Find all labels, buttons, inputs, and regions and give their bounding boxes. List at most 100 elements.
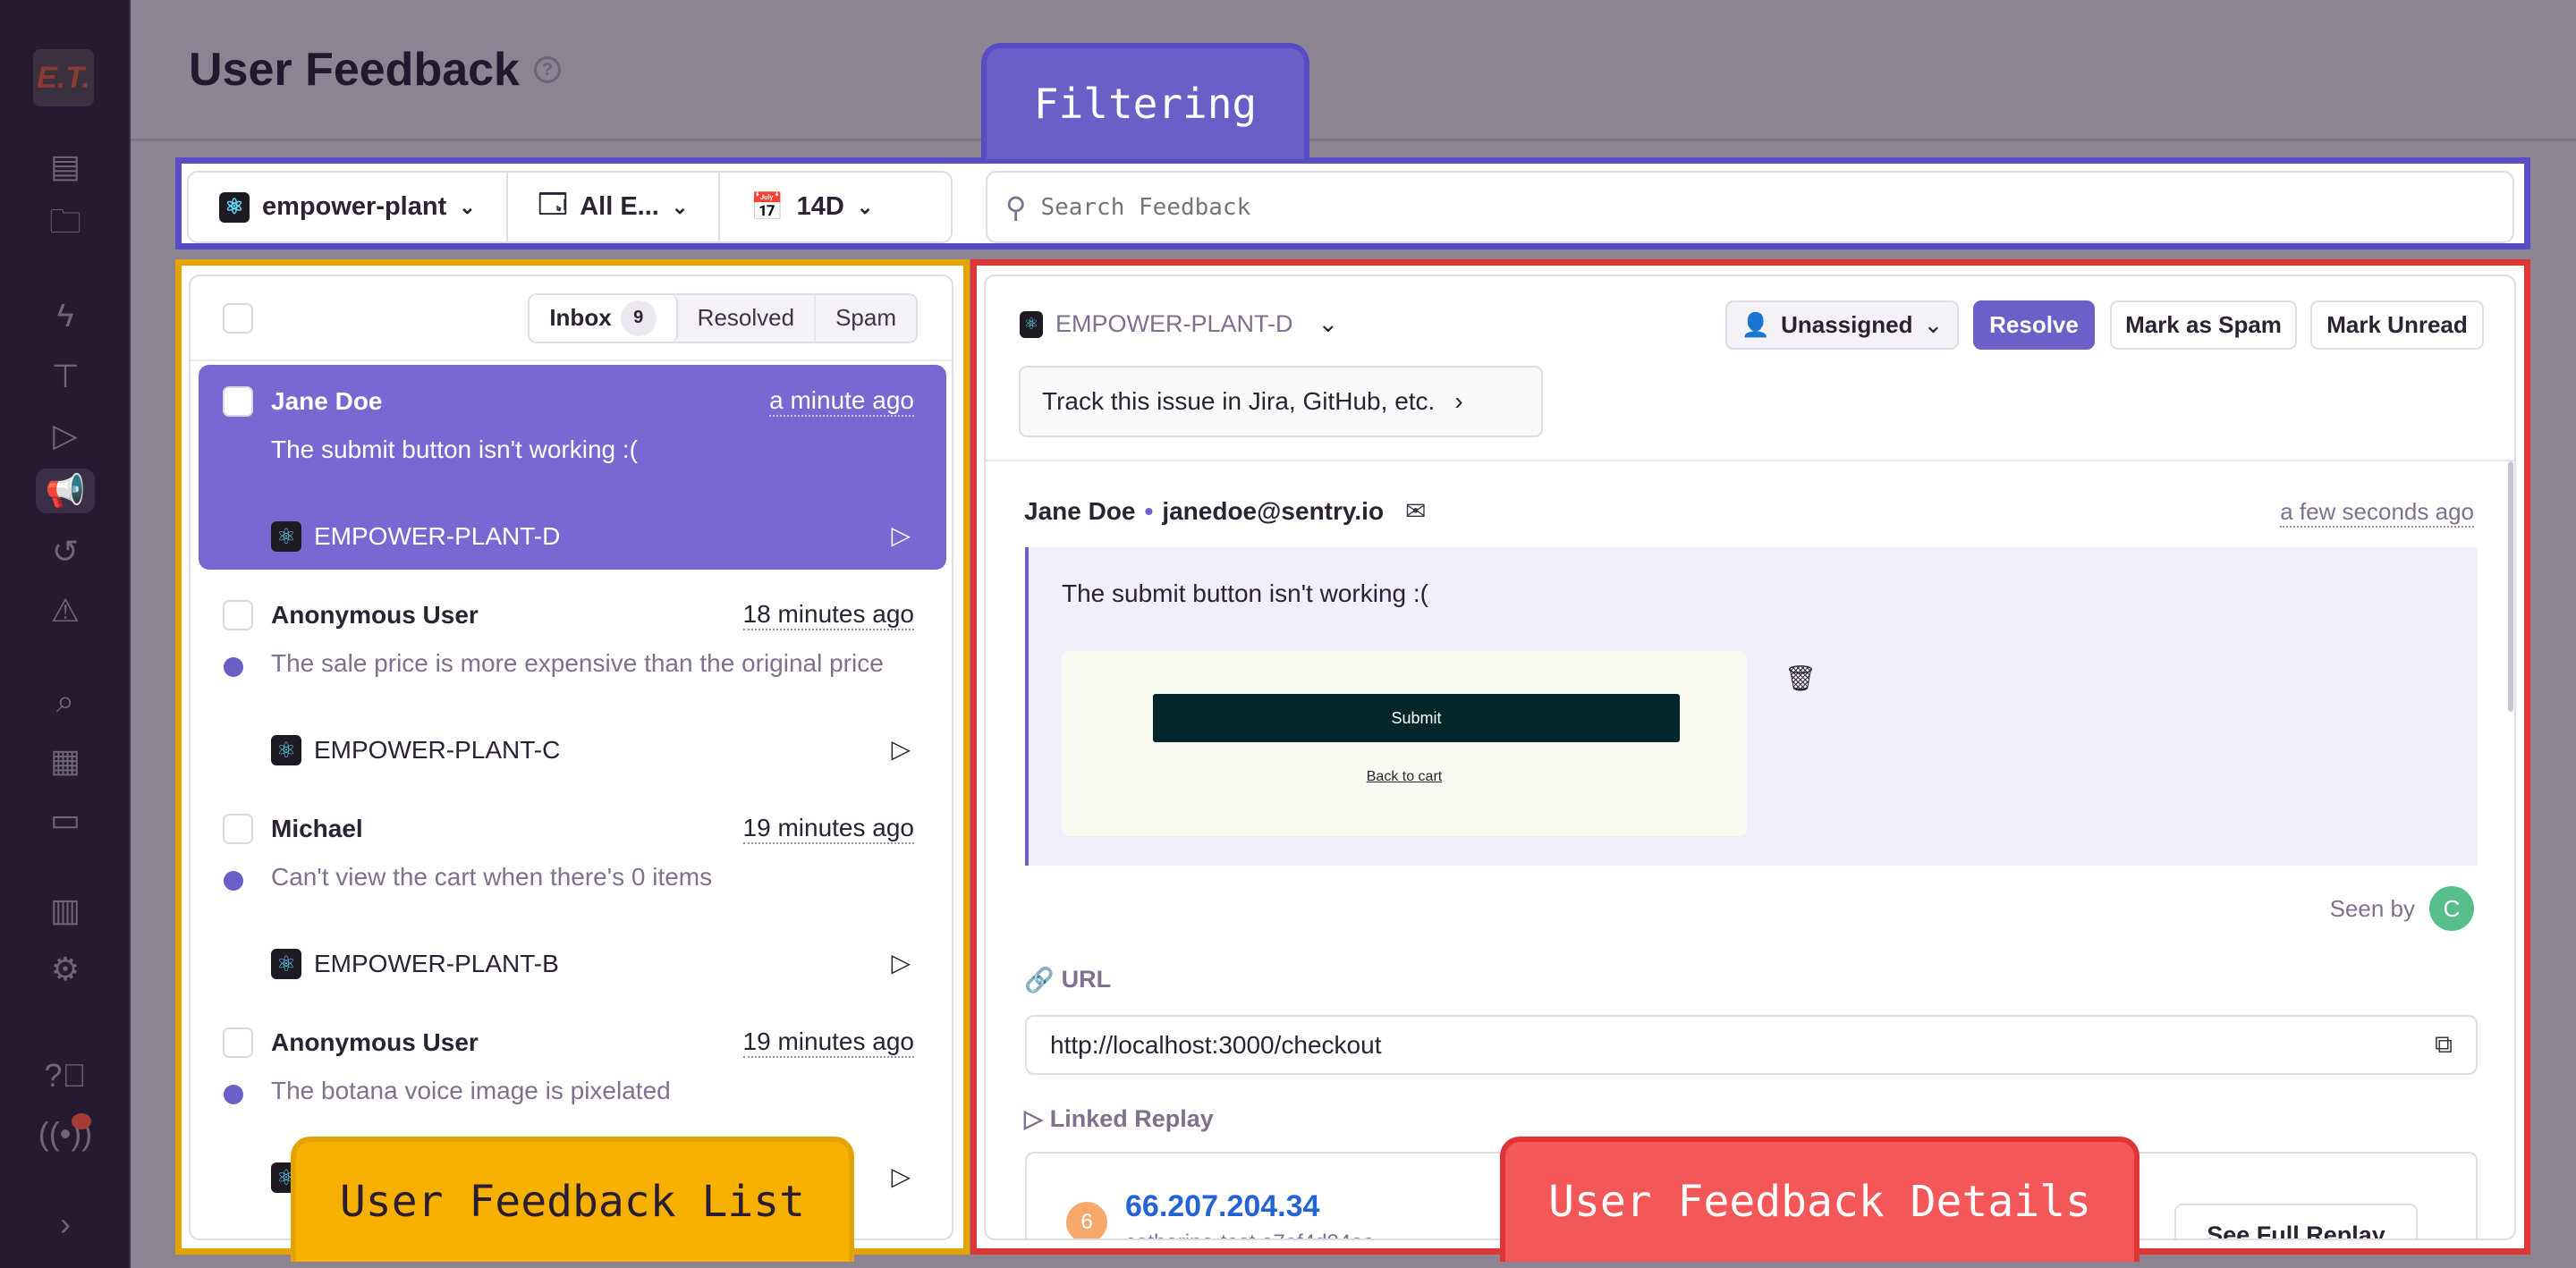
replay-user-link[interactable]: 66.207.204.34 [1125, 1189, 1320, 1223]
notification-dot [72, 1113, 91, 1129]
item-message: Can't view the cart when there's 0 items [271, 863, 713, 891]
tab-label: Spam [835, 304, 896, 331]
item-message: The botana voice image is pixelated [271, 1077, 671, 1104]
avatar[interactable]: C [2429, 886, 2474, 931]
see-full-replay-button[interactable]: See Full Replay [2174, 1204, 2418, 1238]
profiling-icon[interactable]: ⊤ [51, 358, 80, 394]
url-value: http://localhost:3000/checkout [1050, 1030, 1382, 1059]
item-time: 19 minutes ago [742, 1027, 914, 1058]
chevron-down-icon: ⌄ [1318, 310, 1339, 337]
calendar-icon: 📅 [750, 192, 784, 222]
tab-resolved[interactable]: Resolved [678, 294, 817, 342]
header-divider [131, 139, 2576, 141]
issues-icon[interactable]: ▤ [49, 148, 80, 184]
mark-unread-button[interactable]: Mark Unread [2310, 300, 2484, 350]
item-checkbox[interactable] [223, 386, 253, 417]
replays-icon[interactable]: ▷ [53, 417, 78, 453]
scrollbar[interactable] [2508, 461, 2513, 712]
list-header: Inbox 9 Resolved Spam [191, 276, 952, 361]
feedback-list-item[interactable]: Anonymous User 18 minutes ago The sale pr… [199, 579, 946, 783]
feedback-author: Jane Doe • janedoe@sentry.io ✉ [1024, 496, 1427, 526]
replay-subtitle: catherine-test e7af4d84ee [1125, 1230, 1375, 1238]
seen-by: Seen by C [2330, 886, 2474, 931]
track-issue-label: Track this issue in Jira, GitHub, etc. [1042, 387, 1436, 415]
environment-selector[interactable]: 🗔 All E... ⌄ [508, 173, 721, 241]
insights-icon[interactable]: ▭ [49, 801, 80, 838]
screenshot-attachment[interactable]: Submit Back to cart [1062, 651, 1747, 836]
user-icon: 👤 [1741, 311, 1771, 338]
item-project: EMPOWER-PLANT-B [314, 950, 559, 977]
url-field[interactable]: http://localhost:3000/checkout ⧉ [1025, 1015, 2478, 1075]
mark-spam-button[interactable]: Mark as Spam [2110, 300, 2297, 350]
item-name: Jane Doe [271, 387, 383, 415]
releases-icon[interactable]: ↺ [51, 533, 80, 570]
feedback-list-item[interactable]: Anonymous User 19 minutes ago The botana … [199, 1006, 946, 1211]
discover-icon[interactable]: ⌕ [55, 681, 75, 719]
screenshot-submit-button: Submit [1153, 694, 1680, 742]
date-selector[interactable]: 📅 14D ⌄ [720, 173, 903, 241]
url-section-title: 🔗 URL [1024, 966, 1111, 994]
copy-icon[interactable]: ⧉ [2435, 1030, 2453, 1058]
screenshot-back-link: Back to cart [1366, 769, 1443, 784]
help-icon[interactable]: ? [533, 56, 561, 83]
item-name: Michael [271, 815, 363, 842]
performance-icon[interactable]: ϟ [56, 297, 74, 334]
replay-section-title: ▷ Linked Replay [1024, 1105, 1214, 1133]
projects-icon[interactable]: 🗀 [48, 202, 81, 240]
select-all-checkbox[interactable] [223, 302, 253, 334]
react-icon: ⚛ [271, 949, 301, 979]
alerts-icon[interactable]: ⚠ [50, 592, 80, 629]
tab-label: Inbox [549, 304, 612, 331]
assignee-dropdown[interactable]: 👤 Unassigned ⌄ [1725, 300, 1959, 350]
user-feedback-icon[interactable]: 📢 [36, 469, 95, 513]
message-box: The submit button isn't working :( Submi… [1025, 547, 2478, 866]
settings-icon[interactable]: ⚙ [50, 951, 80, 987]
inbox-count-badge: 9 [620, 300, 657, 336]
page-title-text: User Feedback [189, 44, 520, 96]
org-logo[interactable]: E.T. [33, 49, 94, 106]
track-issue-button[interactable]: Track this issue in Jira, GitHub, etc. › [1019, 366, 1543, 437]
chevron-down-icon: ⌄ [1923, 311, 1944, 338]
item-project: EMPOWER-PLANT-C [314, 736, 561, 764]
item-time: 19 minutes ago [742, 814, 914, 844]
status-tabs: Inbox 9 Resolved Spam [528, 292, 918, 343]
search-input[interactable] [1040, 193, 2383, 221]
org-logo-text: E.T. [37, 60, 90, 95]
tab-spam[interactable]: Spam [816, 295, 916, 342]
item-checkbox[interactable] [223, 600, 253, 630]
date-label: 14D [796, 192, 844, 221]
resolve-button[interactable]: Resolve [1973, 300, 2095, 350]
link-icon: 🔗 [1024, 967, 1055, 993]
trash-icon[interactable]: 🗑 [1784, 664, 1817, 692]
chevron-down-icon: ⌄ [459, 195, 476, 218]
feedback-list-item[interactable]: Michael 19 minutes ago Can't view the car… [199, 792, 946, 997]
dashboards-icon[interactable]: ▦ [49, 742, 80, 779]
author-email: janedoe@sentry.io [1162, 496, 1385, 525]
issue-selector[interactable]: ⚛ EMPOWER-PLANT-D ⌄ [1020, 310, 1338, 338]
replay-icon: ▷ [891, 949, 911, 976]
item-checkbox[interactable] [223, 1027, 253, 1058]
annotation-details: User Feedback Details [1500, 1137, 2140, 1262]
stats-icon[interactable]: ▥ [49, 892, 80, 928]
replay-icon: ▷ [891, 521, 911, 549]
replay-avatar: 6 [1066, 1202, 1107, 1238]
separator: • [1144, 496, 1154, 525]
feedback-list-item[interactable]: Jane Doe a minute ago The submit button i… [199, 365, 946, 570]
expand-icon[interactable]: › [60, 1205, 71, 1242]
window-icon: 🗔 [538, 190, 568, 219]
item-checkbox[interactable] [223, 814, 253, 844]
project-selector[interactable]: ⚛ empower-plant ⌄ [189, 173, 508, 241]
help-icon[interactable]: ?⃝ [44, 1057, 87, 1094]
project-label: empower-plant [262, 192, 447, 221]
broadcast-icon[interactable]: ((•)) [38, 1113, 93, 1152]
environment-label: All E... [580, 192, 659, 221]
chevron-down-icon: ⌄ [671, 195, 689, 218]
react-icon: ⚛ [1020, 310, 1043, 338]
mail-icon[interactable]: ✉ [1405, 497, 1427, 525]
issue-id: EMPOWER-PLANT-D [1055, 310, 1293, 337]
item-project: EMPOWER-PLANT-D [314, 522, 561, 550]
tab-label: Resolved [697, 304, 795, 331]
tab-inbox[interactable]: Inbox 9 [530, 294, 678, 342]
replay-label: Linked Replay [1049, 1105, 1214, 1132]
chevron-right-icon: › [1454, 387, 1463, 415]
